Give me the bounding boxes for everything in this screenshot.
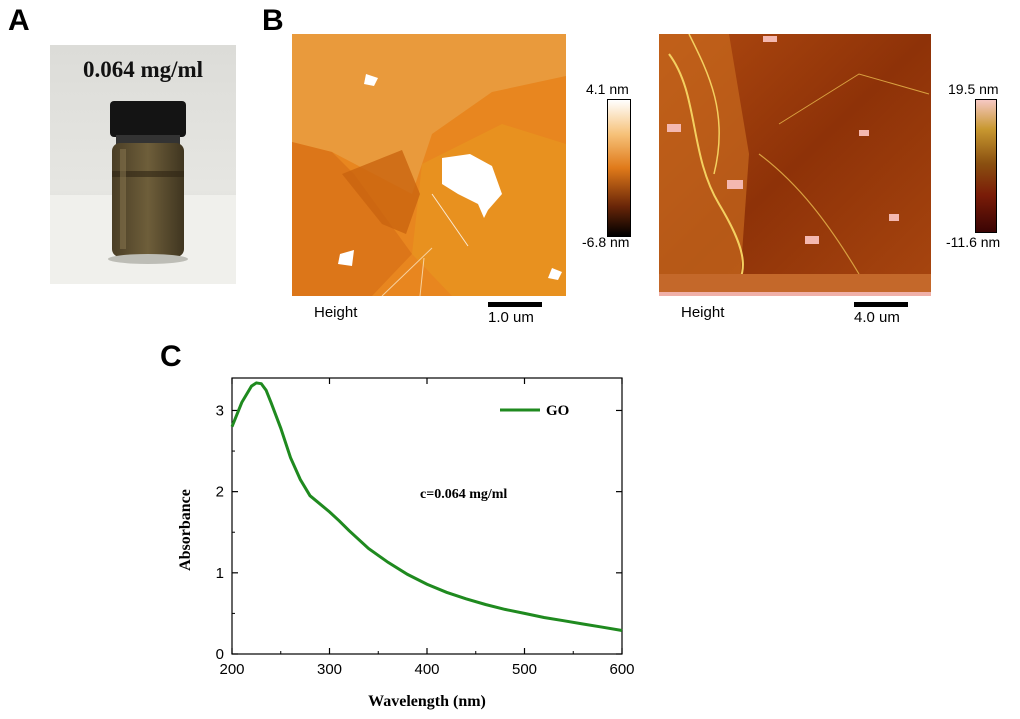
scalebar-right-label: 4.0 um: [854, 309, 900, 326]
legend-label-go: GO: [546, 403, 569, 419]
colorbar-left-max: 4.1 nm: [586, 81, 629, 97]
series-line-go: [230, 381, 623, 632]
colorbar-right-min: -11.6 nm: [946, 234, 1001, 250]
vial-photo: 0.064 mg/ml: [50, 45, 236, 284]
y-tick-label-1: 1: [216, 565, 224, 582]
colorbar-left: [607, 99, 631, 237]
colorbar-right: [975, 99, 997, 233]
chart-annotation: c=0.064 mg/ml: [420, 487, 507, 502]
scalebar-right: [854, 302, 908, 307]
panel-label-b: B: [262, 4, 284, 37]
x-tick-label-500: 500: [512, 661, 537, 678]
panel-label-a: A: [8, 4, 30, 37]
colorbar-right-max: 19.5 nm: [948, 81, 999, 97]
y-axis-title: Absorbance: [177, 489, 194, 571]
scalebar-left: [488, 302, 542, 307]
x-tick-label-200: 200: [219, 661, 244, 678]
sample-concentration-text: 0.064 mg/ml: [82, 57, 204, 82]
colorbar-left-min: -6.8 nm: [582, 234, 630, 250]
scalebar-left-label: 1.0 um: [488, 309, 534, 326]
afm-right-caption: Height: [681, 304, 725, 321]
y-tick-label-0: 0: [216, 646, 224, 663]
afm-left-caption: Height: [314, 304, 358, 321]
afm-image-right: [659, 34, 931, 296]
x-axis-title: Wavelength (nm): [368, 693, 486, 710]
vial-photo-image: [50, 45, 236, 284]
x-tick-label-300: 300: [317, 661, 342, 678]
afm-image-left: [292, 34, 566, 296]
afm-height-map-left: [292, 34, 566, 296]
x-axis-ticks: 200 300 400 500 600: [219, 378, 635, 678]
x-tick-label-400: 400: [414, 661, 439, 678]
panel-label-c: C: [160, 340, 182, 373]
y-tick-label-3: 3: [216, 402, 224, 419]
y-tick-label-2: 2: [216, 484, 224, 501]
afm-height-map-right: [659, 34, 931, 296]
x-tick-label-600: 600: [609, 661, 634, 678]
y-axis-ticks: 0 1 2 3: [216, 402, 622, 663]
plot-frame: [231, 377, 623, 655]
